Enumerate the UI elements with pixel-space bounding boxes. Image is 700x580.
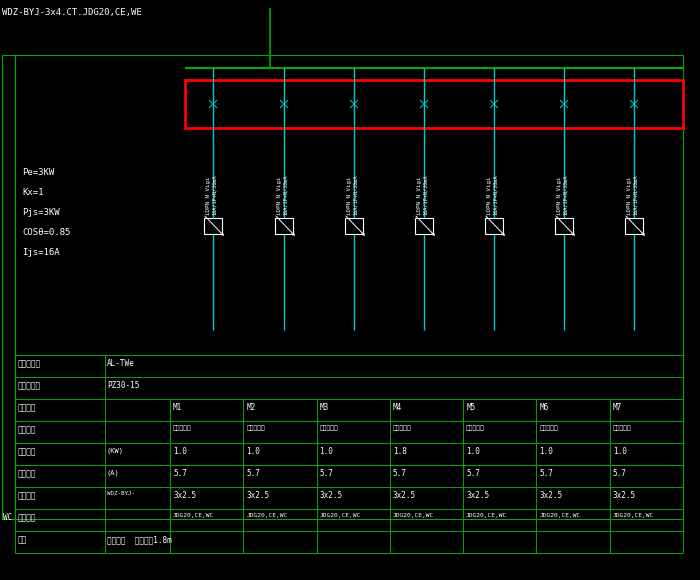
Text: 3x2.5: 3x2.5 xyxy=(173,491,196,500)
Text: 5.7: 5.7 xyxy=(246,469,260,478)
Text: 3x2.5: 3x2.5 xyxy=(612,491,636,500)
Text: JDG20,CE,WC: JDG20,CE,WC xyxy=(246,513,288,518)
Text: 1.8: 1.8 xyxy=(393,447,407,456)
Text: 配电箱型号: 配电箱型号 xyxy=(18,381,41,390)
Text: 1.0: 1.0 xyxy=(466,447,480,456)
Bar xyxy=(625,218,643,234)
Text: iDPN N Vigi: iDPN N Vigi xyxy=(347,176,352,215)
Text: 敷设方式: 敷设方式 xyxy=(18,513,36,522)
Text: PZ30-15: PZ30-15 xyxy=(107,381,139,390)
Bar xyxy=(555,218,573,234)
Bar xyxy=(415,218,433,234)
Text: WDZ-BYJ-: WDZ-BYJ- xyxy=(107,491,135,496)
Text: 3x2.5: 3x2.5 xyxy=(320,491,343,500)
Text: iDPN N Vigi: iDPN N Vigi xyxy=(487,176,492,215)
Text: 卫生间插座: 卫生间插座 xyxy=(466,425,485,430)
Text: M6: M6 xyxy=(540,403,549,412)
Text: 3x2.5: 3x2.5 xyxy=(246,491,270,500)
Text: 16A/1P+N/30mA: 16A/1P+N/30mA xyxy=(423,175,428,215)
Text: JDG20,CE,WC: JDG20,CE,WC xyxy=(466,513,508,518)
Text: 16A/1P+N/30mA: 16A/1P+N/30mA xyxy=(633,175,638,215)
Text: 卫生间插座: 卫生间插座 xyxy=(173,425,192,430)
Text: 3x2.5: 3x2.5 xyxy=(393,491,416,500)
Text: M2: M2 xyxy=(246,403,256,412)
Text: WDZ-BYJ-3x4.CT.JDG20,CE,WE: WDZ-BYJ-3x4.CT.JDG20,CE,WE xyxy=(2,8,141,17)
Text: 5.7: 5.7 xyxy=(173,469,187,478)
Text: M4: M4 xyxy=(393,403,402,412)
Bar xyxy=(15,55,683,519)
Text: M7: M7 xyxy=(612,403,622,412)
Text: 5.7: 5.7 xyxy=(466,469,480,478)
Text: 1.0: 1.0 xyxy=(320,447,333,456)
Text: 1.0: 1.0 xyxy=(540,447,553,456)
Bar xyxy=(485,218,503,234)
Bar xyxy=(2,55,15,519)
Text: 5.7: 5.7 xyxy=(320,469,333,478)
Text: JDG20,CE,WC: JDG20,CE,WC xyxy=(173,513,214,518)
Text: M3: M3 xyxy=(320,403,329,412)
Bar xyxy=(185,80,683,128)
Text: iDPN N Vigi: iDPN N Vigi xyxy=(557,176,562,215)
Text: 16A/1P+N/30mA: 16A/1P+N/30mA xyxy=(493,175,498,215)
Text: 16A/1P+N/30mA: 16A/1P+N/30mA xyxy=(563,175,568,215)
Text: 负荷容量: 负荷容量 xyxy=(18,447,36,456)
Text: iDPN N Vigi: iDPN N Vigi xyxy=(277,176,282,215)
Text: 卫生间插座: 卫生间插座 xyxy=(540,425,558,430)
Text: WC: WC xyxy=(3,513,13,522)
Text: 5.7: 5.7 xyxy=(612,469,626,478)
Text: M1: M1 xyxy=(173,403,182,412)
Text: 5.7: 5.7 xyxy=(540,469,553,478)
Text: 卫生间插座: 卫生间插座 xyxy=(612,425,631,430)
Text: 3x2.5: 3x2.5 xyxy=(466,491,489,500)
Text: 备注: 备注 xyxy=(18,535,27,544)
Text: 16A/1P+N/30mA: 16A/1P+N/30mA xyxy=(353,175,358,215)
Text: Pe=3KW: Pe=3KW xyxy=(22,168,55,177)
Bar xyxy=(204,218,222,234)
Text: iDPN N Vigi: iDPN N Vigi xyxy=(627,176,632,215)
Text: 导线规格: 导线规格 xyxy=(18,491,36,500)
Text: 计算电流: 计算电流 xyxy=(18,469,36,478)
Text: (A): (A) xyxy=(107,469,120,476)
Text: 1.0: 1.0 xyxy=(173,447,187,456)
Text: Pjs=3KW: Pjs=3KW xyxy=(22,208,60,217)
Text: M5: M5 xyxy=(466,403,475,412)
Text: Ijs=16A: Ijs=16A xyxy=(22,248,60,257)
Text: AL-TWe: AL-TWe xyxy=(107,359,134,368)
Text: 卫生间插座: 卫生间插座 xyxy=(393,425,412,430)
Text: 3x2.5: 3x2.5 xyxy=(540,491,563,500)
Text: Kx=1: Kx=1 xyxy=(22,188,43,197)
Text: JDG20,CE,WC: JDG20,CE,WC xyxy=(540,513,581,518)
Text: 16A/1P+N/30mA: 16A/1P+N/30mA xyxy=(212,175,217,215)
Bar xyxy=(275,218,293,234)
Text: 5.7: 5.7 xyxy=(393,469,407,478)
Text: 配电箱编号: 配电箱编号 xyxy=(18,359,41,368)
Text: 1.0: 1.0 xyxy=(612,447,626,456)
Text: 16A/1P+N/30mA: 16A/1P+N/30mA xyxy=(283,175,288,215)
Text: 1.0: 1.0 xyxy=(246,447,260,456)
Text: 卫生间插座: 卫生间插座 xyxy=(246,425,265,430)
Text: 卫生间插座: 卫生间插座 xyxy=(320,425,338,430)
Text: iDPN N Vigi: iDPN N Vigi xyxy=(206,176,211,215)
Text: 负荷名称: 负荷名称 xyxy=(18,425,36,434)
Text: (KW): (KW) xyxy=(107,447,124,454)
Text: JDG20,CE,WC: JDG20,CE,WC xyxy=(612,513,654,518)
Text: JDG20,CE,WC: JDG20,CE,WC xyxy=(320,513,360,518)
Text: 应急照明  应急连接1.8m: 应急照明 应急连接1.8m xyxy=(107,535,172,544)
Text: JDG20,CE,WC: JDG20,CE,WC xyxy=(393,513,434,518)
Text: iDPN N Vigi: iDPN N Vigi xyxy=(417,176,422,215)
Text: COSθ=0.85: COSθ=0.85 xyxy=(22,228,71,237)
Bar xyxy=(345,218,363,234)
Text: 回路编号: 回路编号 xyxy=(18,403,36,412)
